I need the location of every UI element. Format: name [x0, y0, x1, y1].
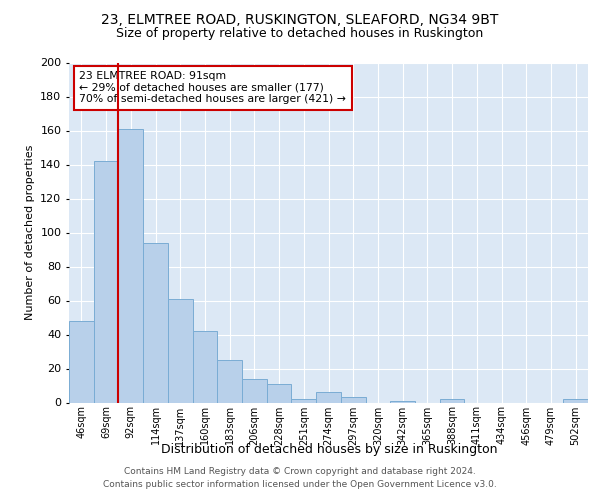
Bar [94, 161, 118, 402]
Bar [242, 378, 267, 402]
Text: Contains public sector information licensed under the Open Government Licence v3: Contains public sector information licen… [103, 480, 497, 489]
Text: 23 ELMTREE ROAD: 91sqm
← 29% of detached houses are smaller (177)
70% of semi-de: 23 ELMTREE ROAD: 91sqm ← 29% of detached… [79, 71, 346, 104]
Bar [267, 384, 292, 402]
Bar [168, 299, 193, 403]
Bar [118, 129, 143, 402]
Text: 23, ELMTREE ROAD, RUSKINGTON, SLEAFORD, NG34 9BT: 23, ELMTREE ROAD, RUSKINGTON, SLEAFORD, … [101, 12, 499, 26]
Bar [440, 399, 464, 402]
Bar [217, 360, 242, 403]
Bar [193, 331, 217, 402]
Bar [316, 392, 341, 402]
Bar [390, 401, 415, 402]
Text: Size of property relative to detached houses in Ruskington: Size of property relative to detached ho… [116, 28, 484, 40]
Bar [143, 242, 168, 402]
Text: Contains HM Land Registry data © Crown copyright and database right 2024.: Contains HM Land Registry data © Crown c… [124, 467, 476, 476]
Bar [292, 399, 316, 402]
Text: Distribution of detached houses by size in Ruskington: Distribution of detached houses by size … [161, 442, 497, 456]
Y-axis label: Number of detached properties: Number of detached properties [25, 145, 35, 320]
Bar [69, 321, 94, 402]
Bar [341, 398, 365, 402]
Bar [563, 399, 588, 402]
